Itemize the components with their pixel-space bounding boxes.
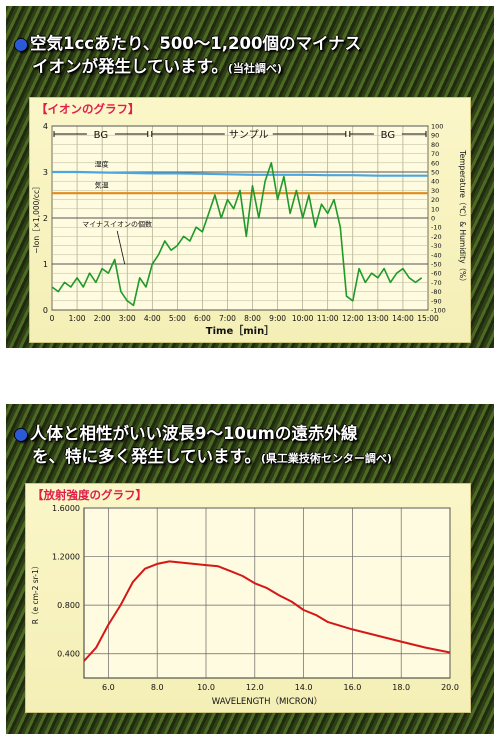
y2-tick-label: 10 xyxy=(431,205,439,213)
y2-tick-label: 60 xyxy=(431,159,439,167)
ion-headline: ● 空気1ccあたり、500～1,200個のマイナス イオンが発生しています。(当… xyxy=(14,32,494,80)
ion-series-label: マイナスイオンの個数 xyxy=(82,219,152,228)
y-tick-label: 4 xyxy=(43,122,48,131)
emission-chart: 【放射強度のグラフ】 6.0 8.0 10.0 12.0 14.0 16.0 18.0 20.… xyxy=(26,484,470,712)
radiation-intensity-line xyxy=(83,560,451,662)
infrared-headline: ● 人体と相性がいい波長9～10umの遠赤外線 を、特に多く発生しています。(県工… xyxy=(14,422,494,470)
ion-count-line xyxy=(51,162,423,307)
y-tick-label: 2 xyxy=(43,214,48,223)
y2-axis-label: Temperature（℃）& Humidity（%） xyxy=(458,149,467,285)
y2-tick-label: -60 xyxy=(431,270,442,278)
x-tick-label: 11:00 xyxy=(317,314,339,323)
infrared-headline-line1: 人体と相性がいい波長9～10umの遠赤外線 xyxy=(29,424,358,443)
x-tick-label: 20.0 xyxy=(441,683,459,692)
x-tick-label: 7:00 xyxy=(219,314,236,323)
bullet-icon: ● xyxy=(14,34,28,53)
y2-tick-label: 40 xyxy=(431,178,439,186)
ion-chart-svg: 0 1:00 2:00 3:00 4:00 5:00 6:00 7:00 8:00 9:00 10:… xyxy=(32,122,467,337)
y-tick-label: 1.6000 xyxy=(52,504,80,513)
x-tick-label: 0 xyxy=(50,314,55,323)
y-tick-label: 1 xyxy=(43,260,48,269)
y2-tick-label: -100 xyxy=(431,307,446,315)
y2-tick-label: 80 xyxy=(431,141,439,149)
y2-tick-label: -30 xyxy=(431,242,442,250)
ion-chart: 【イオンのグラフ】 0 1:00 2:00 3:00 4:00 5:00 6:00 7:00 8… xyxy=(30,98,470,342)
x-tick-label: 3:00 xyxy=(119,314,136,323)
x-tick-label: 6.0 xyxy=(102,683,115,692)
ion-series-leader-line xyxy=(116,230,126,265)
y2-tick-label: 90 xyxy=(431,132,439,140)
ion-chart-title: 【イオンのグラフ】 xyxy=(36,102,140,116)
x-tick-label: 14:00 xyxy=(392,314,414,323)
x-tick-label: 2:00 xyxy=(94,314,111,323)
y2-tick-label: 100 xyxy=(431,123,443,131)
x-tick-label: 1:00 xyxy=(69,314,86,323)
y-tick-label: 0.400 xyxy=(57,650,80,659)
phase-label: BG xyxy=(94,130,108,141)
y-axis-label: −Ion［×1,000/cc］ xyxy=(32,182,41,253)
x-tick-label: 4:00 xyxy=(144,314,161,323)
x-tick-label: 10:00 xyxy=(292,314,314,323)
y-tick-label: 1.2000 xyxy=(52,553,80,562)
y2-tick-label: -50 xyxy=(431,261,442,269)
bullet-icon: ● xyxy=(14,424,28,443)
x-tick-label: 15:00 xyxy=(417,314,439,323)
temperature-series-label: 気温 xyxy=(95,181,109,190)
y-tick-label: 0 xyxy=(43,306,48,315)
x-tick-label: 8.0 xyxy=(151,683,164,692)
x-tick-label: 5:00 xyxy=(169,314,186,323)
y2-tick-label: -10 xyxy=(431,224,442,232)
x-tick-label: 12:00 xyxy=(342,314,364,323)
x-tick-label: 12.0 xyxy=(246,683,264,692)
emission-chart-svg: 6.0 8.0 10.0 12.0 14.0 16.0 18.0 20.0 0.400 0.800… xyxy=(31,504,459,707)
x-tick-label: 6:00 xyxy=(194,314,211,323)
y2-tick-label: 50 xyxy=(431,169,439,177)
x-tick-label: 9:00 xyxy=(269,314,286,323)
y2-tick-label: -40 xyxy=(431,251,442,259)
ion-headline-source: (当社調べ) xyxy=(227,62,282,75)
y2-tick-label: 0 xyxy=(431,215,435,223)
x-tick-label: 13:00 xyxy=(367,314,389,323)
infrared-headline-source: (県工業技術センター調べ) xyxy=(260,452,392,465)
y2-tick-label: -80 xyxy=(431,288,442,296)
emission-chart-title: 【放射強度のグラフ】 xyxy=(32,488,147,502)
y-tick-label: 3 xyxy=(43,168,48,177)
phase-label: BG xyxy=(381,130,395,141)
y2-tick-label: 20 xyxy=(431,196,439,204)
plot-area xyxy=(83,507,451,679)
x-tick-label: 8:00 xyxy=(244,314,261,323)
humidity-line xyxy=(52,170,428,177)
x-axis-label: WAVELENGTH（MICRON） xyxy=(212,696,322,707)
y2-tick-label: -90 xyxy=(431,297,442,305)
y-tick-label: 0.800 xyxy=(57,601,80,610)
x-tick-label: 16.0 xyxy=(343,683,361,692)
y2-tick-label: 30 xyxy=(431,187,439,195)
infrared-headline-line2: を、特に多く発生しています。 xyxy=(32,447,261,466)
ion-headline-line1: 空気1ccあたり、500～1,200個のマイナス xyxy=(29,34,362,53)
x-axis-label: Time［min］ xyxy=(206,324,274,337)
phase-label: サンプル xyxy=(229,129,269,141)
y-axis-label: R（e cm-2 sr-1） xyxy=(31,562,40,625)
humidity-series-label: 湿度 xyxy=(95,159,109,168)
y2-tick-label: 70 xyxy=(431,150,439,158)
y2-tick-label: -20 xyxy=(431,233,442,241)
x-tick-label: 14.0 xyxy=(295,683,313,692)
ion-headline-line2: イオンが発生しています。 xyxy=(32,57,228,76)
y2-tick-label: -70 xyxy=(431,279,442,287)
x-tick-label: 18.0 xyxy=(392,683,410,692)
x-tick-label: 10.0 xyxy=(197,683,215,692)
